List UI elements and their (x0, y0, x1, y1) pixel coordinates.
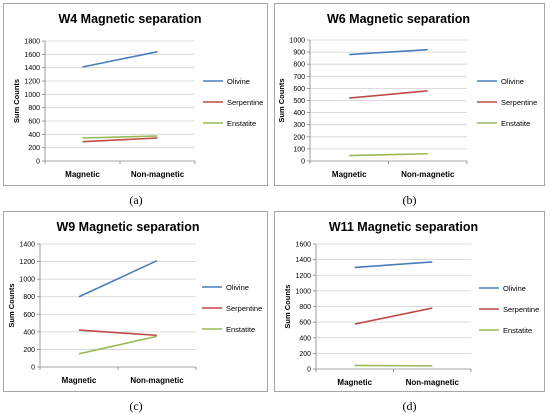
y-tick-label: 800 (28, 105, 40, 112)
y-tick-label: 500 (293, 98, 305, 105)
y-tick-label: 1200 (19, 259, 35, 266)
y-axis-label: Sum Counts (12, 79, 21, 123)
y-tick-label: 900 (293, 50, 305, 57)
y-tick-label: 600 (293, 86, 305, 93)
legend-label-enstatite: Enstatite (501, 119, 530, 128)
series-line-olivine (82, 50, 158, 68)
legend-label-serpentine: Serpentine (501, 98, 537, 107)
legend-label-serpentine: Serpentine (503, 305, 539, 314)
x-tick-label-magnetic: Magnetic (62, 376, 97, 385)
y-tick-label: 400 (28, 132, 40, 139)
chart-w11: W11 Magnetic separation 0 200 400 600 800 1000… (274, 211, 545, 392)
y-tick-label: 400 (23, 329, 35, 336)
y-tick-label: 1400 (19, 242, 35, 249)
x-tick-label-magnetic: Magnetic (337, 378, 372, 387)
series-line-olivine (354, 261, 433, 269)
y-tick-label: 0 (307, 367, 311, 374)
legend-label-enstatite: Enstatite (227, 119, 256, 128)
caption-a: (a) (129, 193, 143, 207)
legend-label-olivine: Olivine (226, 283, 249, 292)
x-tick-label-non-magnetic: Non-magnetic (401, 170, 455, 179)
y-tick-label: 0 (31, 365, 35, 372)
y-tick-label: 100 (293, 146, 305, 153)
y-axis-label: Sum Counts (283, 284, 292, 328)
y-tick-label: 0 (36, 159, 40, 166)
y-tick-label: 0 (301, 159, 305, 166)
chart-title: W6 Magnetic separation (327, 12, 470, 26)
x-tick-label-non-magnetic: Non-magnetic (406, 378, 460, 387)
y-tick-label: 800 (23, 294, 35, 301)
y-tick-label: 1600 (24, 52, 40, 59)
chart-frame (3, 211, 268, 392)
y-tick-label: 200 (299, 351, 311, 358)
y-tick-label: 200 (23, 347, 35, 354)
chart-frame (274, 3, 545, 186)
y-tick-label: 600 (299, 320, 311, 327)
legend-label-enstatite: Enstatite (503, 326, 532, 335)
series-line-enstatite (349, 152, 428, 157)
chart-w6: W6 Magnetic separation 0 100 200 300 400 500 60… (274, 3, 545, 186)
series-line-serpentine (354, 307, 433, 325)
y-tick-label: 1600 (295, 242, 311, 249)
y-tick-label: 1000 (289, 38, 305, 45)
y-tick-label: 200 (293, 134, 305, 141)
y-tick-label: 400 (293, 110, 305, 117)
chart-frame (274, 211, 545, 392)
legend-label-serpentine: Serpentine (226, 304, 262, 313)
legend-label-olivine: Olivine (503, 284, 526, 293)
legend-label-enstatite: Enstatite (226, 325, 255, 334)
chart-title: W9 Magnetic separation (56, 220, 199, 234)
series-line-olivine (349, 48, 428, 56)
y-tick-label: 600 (23, 312, 35, 319)
legend-label-serpentine: Serpentine (227, 98, 263, 107)
caption-b: (b) (402, 193, 417, 207)
series-line-olivine (78, 259, 158, 298)
y-axis-label: Sum Counts (7, 283, 16, 327)
x-tick-label-magnetic: Magnetic (332, 170, 367, 179)
x-tick-label-non-magnetic: Non-magnetic (131, 170, 185, 179)
y-tick-label: 1400 (295, 257, 311, 264)
y-axis-label: Sum Counts (277, 78, 286, 122)
series-line-enstatite (78, 335, 158, 355)
chart-title: W4 Magnetic separation (58, 12, 201, 26)
y-tick-label: 1000 (24, 92, 40, 99)
y-tick-label: 1000 (19, 277, 35, 284)
chart-w9: W9 Magnetic separation 0 200 400 600 800 1000 1… (3, 211, 268, 392)
x-tick-label-magnetic: Magnetic (65, 170, 100, 179)
series-line-serpentine (82, 137, 158, 143)
x-tick-label-non-magnetic: Non-magnetic (130, 376, 184, 385)
chart-panel-d: W11 Magnetic separation 0 200 400 600 800 1000… (274, 211, 545, 415)
series-line-serpentine (78, 329, 158, 337)
chart-panel-a: W4 Magnetic separation 0 200 400 600 800 1000 1… (3, 3, 269, 210)
y-tick-label: 1400 (24, 65, 40, 72)
legend-label-olivine: Olivine (501, 77, 524, 86)
y-tick-label: 1000 (295, 288, 311, 295)
y-tick-label: 1200 (295, 273, 311, 280)
series-line-serpentine (349, 90, 428, 99)
y-tick-label: 200 (28, 145, 40, 152)
chart-w4: W4 Magnetic separation 0 200 400 600 800 1000 1… (3, 3, 268, 186)
legend-label-olivine: Olivine (227, 77, 250, 86)
chart-panel-c: W9 Magnetic separation 0 200 400 600 800 1000 1… (3, 211, 269, 415)
y-tick-label: 600 (28, 119, 40, 126)
caption-d: (d) (402, 399, 417, 413)
y-tick-label: 400 (299, 335, 311, 342)
series-line-enstatite (82, 135, 158, 139)
y-tick-label: 1800 (24, 39, 40, 46)
y-tick-label: 800 (293, 62, 305, 69)
chart-panel-b: W6 Magnetic separation 0 100 200 300 400 500 60… (274, 3, 545, 210)
y-tick-label: 300 (293, 122, 305, 129)
y-tick-label: 700 (293, 74, 305, 81)
y-tick-label: 800 (299, 304, 311, 311)
chart-title: W11 Magnetic separation (329, 220, 478, 234)
caption-c: (c) (129, 399, 143, 413)
y-tick-label: 1200 (24, 79, 40, 86)
